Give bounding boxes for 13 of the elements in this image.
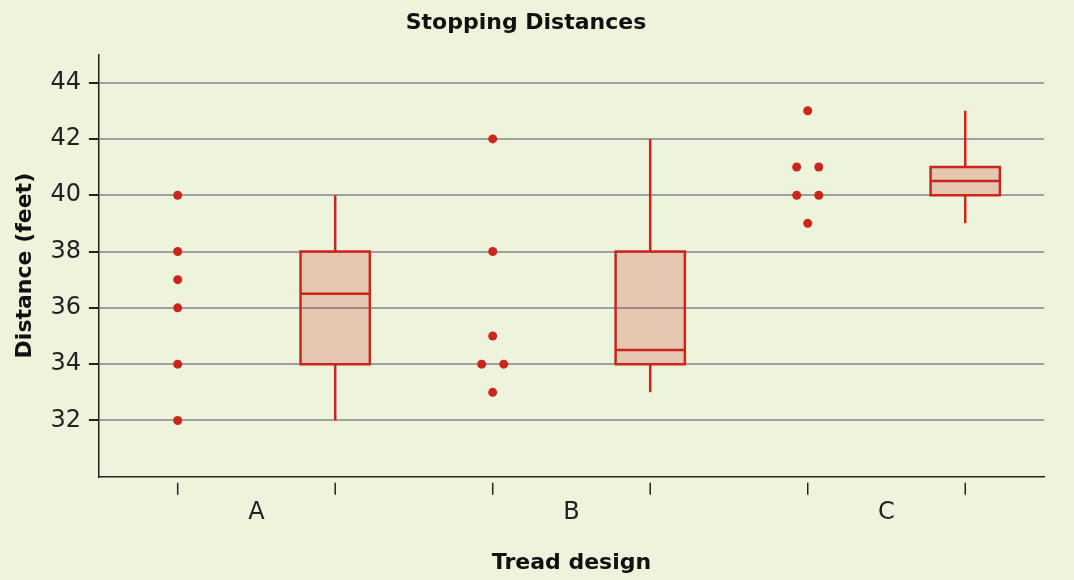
y-tick-label: 38: [50, 235, 81, 264]
y-axis-title: Distance (feet): [10, 172, 36, 359]
y-tick-label: 40: [50, 179, 81, 208]
chart-title: Stopping Distances: [405, 8, 647, 34]
x-tick-label: B: [563, 497, 580, 526]
x-axis-title: Tread design: [491, 548, 652, 574]
y-tick-label: 36: [50, 292, 81, 321]
y-tick-label: 42: [50, 123, 81, 152]
x-tick-label: A: [248, 497, 266, 526]
y-tick-label: 34: [50, 348, 81, 377]
y-tick-label: 32: [50, 404, 81, 433]
x-tick-label: C: [878, 497, 895, 526]
y-tick-label: 44: [50, 66, 81, 95]
